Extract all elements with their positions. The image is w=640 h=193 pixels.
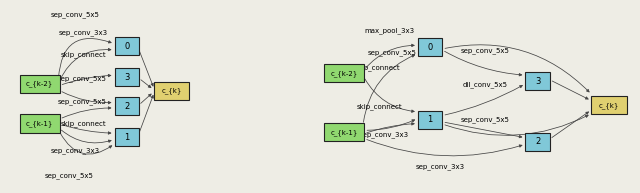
FancyArrowPatch shape <box>364 55 415 122</box>
Text: 3: 3 <box>535 77 540 85</box>
FancyArrowPatch shape <box>141 94 151 103</box>
Text: 2: 2 <box>535 137 540 146</box>
FancyArrowPatch shape <box>61 130 111 143</box>
FancyArrowPatch shape <box>62 107 111 118</box>
FancyArrowPatch shape <box>445 45 589 92</box>
Text: c_{k-2}: c_{k-2} <box>331 70 358 77</box>
FancyBboxPatch shape <box>154 82 189 100</box>
FancyBboxPatch shape <box>324 123 364 141</box>
Text: c_{k-1}: c_{k-1} <box>331 129 358 135</box>
Text: sep_conv_5x5: sep_conv_5x5 <box>461 47 509 53</box>
Text: sep_conv_5x5: sep_conv_5x5 <box>58 75 106 81</box>
FancyBboxPatch shape <box>115 97 139 115</box>
FancyBboxPatch shape <box>20 114 60 133</box>
Text: c_{k-1}: c_{k-1} <box>26 120 53 127</box>
Text: c_{k}: c_{k} <box>599 102 620 108</box>
FancyArrowPatch shape <box>62 125 111 134</box>
Text: sep_conv_5x5: sep_conv_5x5 <box>45 172 93 179</box>
Text: skip_connect: skip_connect <box>355 64 401 70</box>
Text: 0: 0 <box>124 42 129 51</box>
FancyArrowPatch shape <box>60 133 112 154</box>
Text: skip_connect: skip_connect <box>60 121 106 127</box>
Text: max_pool_3x3: max_pool_3x3 <box>364 27 414 34</box>
Text: sep_conv_3x3: sep_conv_3x3 <box>360 131 408 138</box>
FancyArrowPatch shape <box>365 44 414 68</box>
FancyArrowPatch shape <box>58 38 111 78</box>
Text: 1: 1 <box>428 115 433 124</box>
FancyArrowPatch shape <box>445 51 522 76</box>
FancyArrowPatch shape <box>367 140 522 156</box>
FancyArrowPatch shape <box>367 120 415 130</box>
FancyArrowPatch shape <box>62 92 111 104</box>
Text: sep_conv_3x3: sep_conv_3x3 <box>51 148 100 154</box>
FancyArrowPatch shape <box>445 115 588 135</box>
FancyArrowPatch shape <box>365 79 414 113</box>
FancyArrowPatch shape <box>445 85 522 115</box>
FancyArrowPatch shape <box>139 95 154 133</box>
FancyArrowPatch shape <box>141 80 151 88</box>
Text: 2: 2 <box>124 102 129 111</box>
FancyBboxPatch shape <box>418 38 442 56</box>
Text: sep_conv_3x3: sep_conv_3x3 <box>416 163 465 170</box>
Text: c_{k-2}: c_{k-2} <box>26 81 53 87</box>
FancyArrowPatch shape <box>552 112 589 138</box>
FancyBboxPatch shape <box>591 96 627 114</box>
FancyBboxPatch shape <box>20 75 60 93</box>
FancyArrowPatch shape <box>367 123 414 133</box>
Text: 0: 0 <box>428 43 433 52</box>
Text: skip_connect: skip_connect <box>356 104 403 110</box>
FancyBboxPatch shape <box>525 133 550 151</box>
FancyBboxPatch shape <box>324 64 364 82</box>
FancyArrowPatch shape <box>139 50 154 86</box>
Text: skip_connect: skip_connect <box>60 51 106 58</box>
Text: dil_conv_5x5: dil_conv_5x5 <box>463 82 508 88</box>
FancyArrowPatch shape <box>62 74 111 85</box>
Text: c_{k}: c_{k} <box>161 87 182 94</box>
Text: 1: 1 <box>124 133 129 141</box>
FancyBboxPatch shape <box>418 111 442 129</box>
FancyArrowPatch shape <box>60 48 111 80</box>
FancyBboxPatch shape <box>115 37 139 55</box>
Text: 3: 3 <box>124 73 129 82</box>
Text: sep_conv_5x5: sep_conv_5x5 <box>461 116 509 123</box>
FancyArrowPatch shape <box>445 122 522 138</box>
FancyArrowPatch shape <box>552 81 588 99</box>
Text: sep_conv_5x5: sep_conv_5x5 <box>58 99 106 105</box>
Text: sep_conv_5x5: sep_conv_5x5 <box>51 11 100 18</box>
Text: sep_conv_5x5: sep_conv_5x5 <box>367 50 416 56</box>
FancyBboxPatch shape <box>115 68 139 86</box>
FancyBboxPatch shape <box>525 72 550 90</box>
Text: sep_conv_3x3: sep_conv_3x3 <box>59 30 108 36</box>
FancyBboxPatch shape <box>115 128 139 146</box>
